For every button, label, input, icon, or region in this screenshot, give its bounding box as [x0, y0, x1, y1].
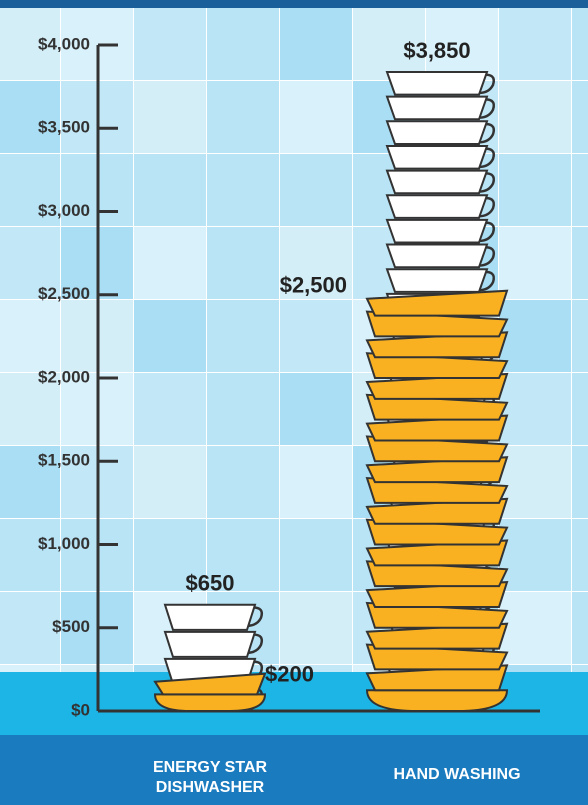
tile [572, 592, 588, 664]
tile [134, 81, 206, 153]
tile [572, 373, 588, 445]
label-line: DISHWASHER [156, 779, 265, 796]
tile [134, 154, 206, 226]
y-tick-label: $3,500 [38, 118, 90, 137]
tile [134, 8, 206, 80]
cup [387, 245, 487, 268]
tile [499, 592, 571, 664]
value-label: $650 [186, 571, 235, 596]
label-line: HAND WASHING [393, 766, 520, 783]
cup [387, 269, 487, 292]
tile [572, 227, 588, 299]
cup [387, 72, 487, 95]
tile [499, 300, 571, 372]
tile [207, 446, 279, 518]
value-label: $200 [265, 662, 314, 687]
cup [387, 195, 487, 218]
tile [572, 300, 588, 372]
tile [572, 8, 588, 80]
y-tick-label: $1,000 [38, 534, 90, 553]
tile [499, 227, 571, 299]
value-label: $2,500 [280, 273, 347, 298]
tile [499, 519, 571, 591]
tile [499, 446, 571, 518]
tile [207, 8, 279, 80]
tile [499, 8, 571, 80]
tile [280, 154, 352, 226]
cup [165, 632, 255, 657]
bowl [155, 694, 265, 711]
tile [207, 300, 279, 372]
tile [499, 373, 571, 445]
tile [134, 300, 206, 372]
tile [207, 373, 279, 445]
tile [572, 446, 588, 518]
y-tick-label: $1,500 [38, 451, 90, 470]
tile [134, 446, 206, 518]
value-label: $3,850 [403, 38, 470, 63]
tile [134, 373, 206, 445]
chart: $0 $500 $1,000 $1,500 $2,000 $2,500 $3,000 $3,5… [0, 0, 588, 805]
cup [165, 605, 255, 630]
x-tick-label: HAND WASHING [393, 766, 520, 783]
tile [280, 373, 352, 445]
tile [572, 81, 588, 153]
y-tick-label: $4,000 [38, 34, 90, 53]
cup [387, 146, 487, 169]
tile [499, 154, 571, 226]
cup [387, 171, 487, 194]
y-tick-label: $2,500 [38, 284, 90, 303]
tile [207, 154, 279, 226]
y-tick-label: $2,000 [38, 367, 90, 386]
cup [387, 220, 487, 243]
tile [280, 8, 352, 80]
top-strip [0, 0, 588, 8]
tile [280, 592, 352, 664]
y-tick-label: $0 [71, 700, 90, 719]
tile [572, 519, 588, 591]
tile [572, 154, 588, 226]
tile [280, 519, 352, 591]
y-tick-label: $3,000 [38, 201, 90, 220]
y-tick-label: $500 [52, 617, 90, 636]
tile [280, 446, 352, 518]
tile [207, 227, 279, 299]
tile [280, 300, 352, 372]
tile [0, 519, 60, 591]
tile [499, 81, 571, 153]
label-line: ENERGY STAR [153, 759, 268, 776]
tile [0, 300, 60, 372]
tile [207, 81, 279, 153]
cup [387, 97, 487, 120]
tile [134, 227, 206, 299]
tile [0, 592, 60, 664]
cup [387, 121, 487, 144]
bowl [367, 690, 507, 711]
bowl-stack [367, 291, 507, 711]
tile [280, 81, 352, 153]
